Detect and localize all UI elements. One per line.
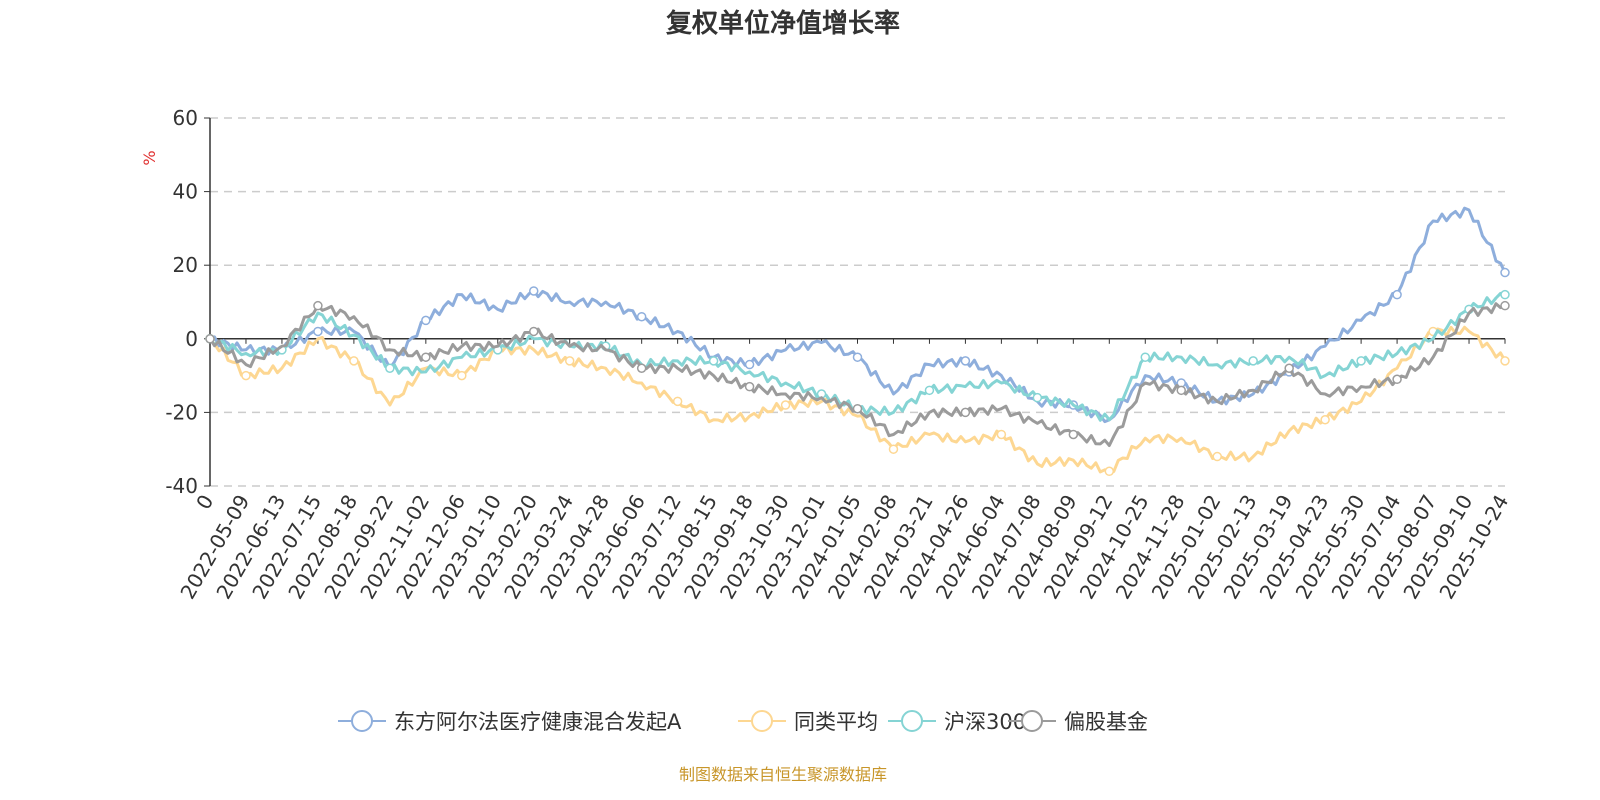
legend-circle-icon bbox=[901, 710, 923, 732]
chart-title: 复权单位净值增长率 bbox=[666, 8, 900, 39]
data-point bbox=[1356, 356, 1366, 366]
data-point bbox=[1284, 363, 1294, 373]
data-point bbox=[1500, 356, 1510, 366]
data-point bbox=[385, 363, 395, 373]
data-point bbox=[1068, 429, 1079, 440]
legend-item: 同类平均 bbox=[738, 710, 878, 734]
data-point bbox=[529, 286, 539, 296]
y-tick-label: 40 bbox=[173, 180, 198, 204]
y-tick-label: 0 bbox=[185, 327, 198, 351]
data-point bbox=[1176, 385, 1186, 396]
data-point bbox=[421, 315, 431, 326]
legend-circle-icon bbox=[351, 710, 373, 732]
data-point bbox=[744, 381, 755, 392]
data-point bbox=[1104, 466, 1115, 477]
series-line bbox=[208, 302, 1506, 447]
legend-item: 东方阿尔法医疗健康混合发起A bbox=[338, 710, 682, 734]
y-tick-label: -40 bbox=[165, 474, 198, 498]
data-point bbox=[924, 385, 935, 396]
data-point bbox=[1500, 289, 1510, 300]
data-point bbox=[852, 403, 863, 414]
data-point bbox=[888, 444, 899, 454]
data-point bbox=[421, 352, 431, 362]
data-point bbox=[313, 326, 323, 337]
y-axis-label: % bbox=[140, 150, 159, 165]
data-point bbox=[313, 300, 323, 311]
data-point bbox=[1320, 415, 1330, 425]
legend-item: 沪深300 bbox=[888, 710, 1026, 734]
data-point bbox=[564, 356, 575, 366]
data-point bbox=[852, 352, 863, 362]
data-point bbox=[1140, 352, 1151, 362]
data-point bbox=[636, 311, 647, 322]
data-point bbox=[529, 326, 539, 337]
data-point bbox=[349, 356, 359, 366]
data-point bbox=[960, 407, 971, 418]
legend-circle-icon bbox=[1021, 710, 1043, 732]
data-point bbox=[708, 356, 719, 366]
legend-label: 同类平均 bbox=[794, 710, 878, 734]
data-point bbox=[780, 400, 791, 410]
data-point bbox=[205, 334, 215, 344]
y-tick-label: -20 bbox=[165, 400, 198, 424]
data-point bbox=[636, 363, 647, 373]
data-point bbox=[672, 396, 683, 407]
legend-label: 东方阿尔法医疗健康混合发起A bbox=[394, 710, 682, 734]
data-point bbox=[1500, 300, 1510, 311]
legend-item: 偏股基金 bbox=[1008, 710, 1148, 734]
data-point bbox=[1212, 451, 1222, 462]
data-point bbox=[1500, 267, 1510, 278]
data-point bbox=[960, 356, 971, 366]
legend-circle-icon bbox=[751, 710, 773, 732]
data-point bbox=[457, 370, 467, 381]
data-point bbox=[996, 429, 1007, 440]
y-tick-label: 20 bbox=[173, 253, 198, 277]
data-point bbox=[1248, 356, 1258, 366]
series-line bbox=[208, 325, 1507, 474]
data-point bbox=[1392, 289, 1402, 300]
source-note: 制图数据来自恒生聚源数据库 bbox=[679, 765, 887, 784]
x-tick-label: 0 bbox=[191, 491, 218, 514]
data-point bbox=[1392, 374, 1402, 385]
data-point bbox=[1032, 392, 1043, 403]
y-tick-label: 60 bbox=[173, 106, 198, 130]
data-point bbox=[744, 359, 755, 370]
data-point bbox=[241, 370, 251, 381]
legend-label: 偏股基金 bbox=[1064, 710, 1148, 734]
